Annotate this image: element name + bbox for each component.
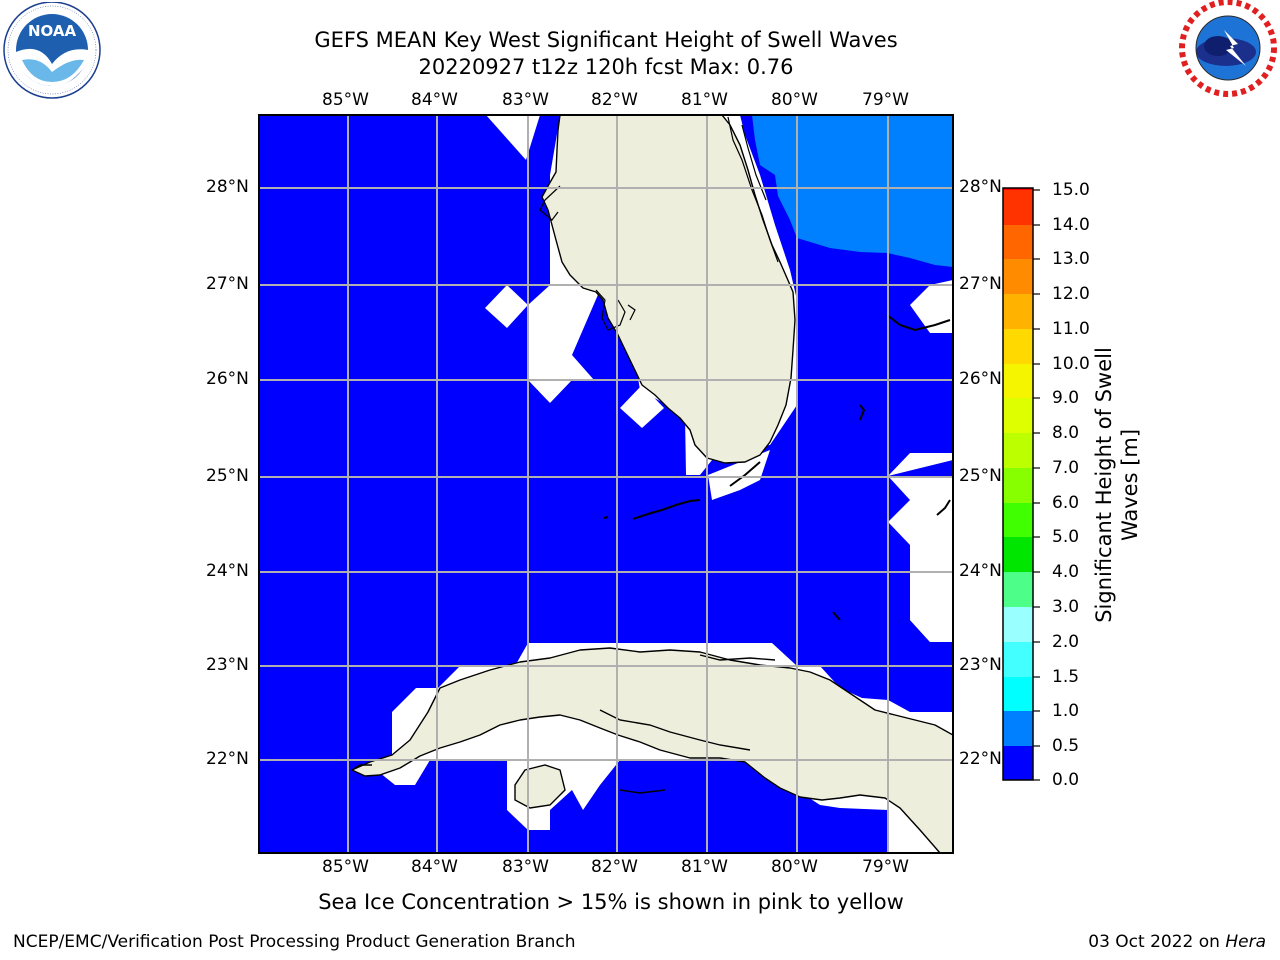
- lat-label-right: 25°N: [959, 466, 1002, 486]
- lon-label-bottom: 79°W: [862, 857, 909, 877]
- colorbar-segment: [1003, 537, 1033, 572]
- map-subtitle: 20220927 t12z 120h fcst Max: 0.76: [418, 55, 794, 79]
- footer-credit: NCEP/EMC/Verification Post Processing Pr…: [13, 932, 576, 952]
- colorbar-tick-label: 0.0: [1052, 770, 1080, 790]
- lon-label-bottom: 80°W: [771, 857, 818, 877]
- colorbar-segment: [1003, 677, 1033, 711]
- noaa-logo: NOAA: [3, 2, 101, 99]
- colorbar-segment: [1003, 329, 1033, 364]
- lat-label-right: 28°N: [959, 177, 1002, 197]
- colorbar-tick-label: 4.0: [1052, 562, 1080, 582]
- colorbar-segment: [1003, 468, 1033, 503]
- footer-date: 03 Oct 2022 on Hera: [1088, 932, 1266, 952]
- map-frame: [258, 114, 954, 854]
- lon-label-top: 81°W: [681, 90, 728, 110]
- noaa-logo-text: NOAA: [28, 22, 77, 40]
- colorbar-segment: [1003, 711, 1033, 746]
- colorbar-tick-label: 9.0: [1052, 388, 1080, 408]
- lon-label-bottom: 85°W: [322, 857, 369, 877]
- map-gridlines: [259, 115, 953, 853]
- colorbar-ticks: [1033, 189, 1040, 781]
- colorbar: [1003, 188, 1033, 780]
- footer-machine: Hera: [1225, 932, 1266, 952]
- colorbar-segment: [1003, 190, 1033, 225]
- lat-label-left: 26°N: [206, 369, 249, 389]
- swell-band-0.5-1.0: [752, 115, 953, 267]
- colorbar-tick-label: 1.5: [1052, 667, 1080, 687]
- lon-label-top: 79°W: [862, 90, 909, 110]
- colorbar-segment: [1003, 433, 1033, 468]
- map-title: GEFS MEAN Key West Significant Height of…: [314, 28, 898, 52]
- lat-label-left: 27°N: [206, 274, 249, 294]
- lat-label-right: 22°N: [959, 749, 1002, 769]
- nws-logo: [1179, 0, 1277, 97]
- colorbar-tick-label: 8.0: [1052, 423, 1080, 443]
- lat-label-left: 23°N: [206, 655, 249, 675]
- colorbar-segment: [1003, 259, 1033, 294]
- colorbar-tick-label: 7.0: [1052, 458, 1080, 478]
- colorbar-segment: [1003, 225, 1033, 259]
- colorbar-tick-label: 5.0: [1052, 527, 1080, 547]
- lon-label-top: 82°W: [591, 90, 638, 110]
- lon-label-bottom: 82°W: [591, 857, 638, 877]
- florida-keys: [603, 314, 951, 621]
- lat-label-right: 27°N: [959, 274, 1002, 294]
- colorbar-tick-label: 12.0: [1052, 284, 1090, 304]
- colorbar-segment: [1003, 642, 1033, 677]
- colorbar-segment: [1003, 398, 1033, 433]
- lat-label-right: 24°N: [959, 561, 1002, 581]
- sea-ice-note: Sea Ice Concentration > 15% is shown in …: [318, 890, 904, 914]
- lon-label-top: 84°W: [411, 90, 458, 110]
- colorbar-tick-label: 1.0: [1052, 701, 1080, 721]
- colorbar-tick-label: 10.0: [1052, 354, 1090, 374]
- colorbar-tick-label: 15.0: [1052, 180, 1090, 200]
- lon-label-bottom: 83°W: [502, 857, 549, 877]
- lon-label-top: 80°W: [771, 90, 818, 110]
- colorbar-segment: [1003, 294, 1033, 329]
- colorbar-tick-label: 13.0: [1052, 249, 1090, 269]
- colorbar-tick-label: 3.0: [1052, 597, 1080, 617]
- cuba-land: [351, 647, 953, 853]
- colorbar-segment: [1003, 503, 1033, 537]
- colorbar-segment: [1003, 572, 1033, 607]
- cuba-coast-details: [351, 654, 776, 794]
- colorbar-tick-label: 0.5: [1052, 736, 1080, 756]
- colorbar-tick-label: 14.0: [1052, 215, 1090, 235]
- colorbar-frame: [1002, 187, 1034, 781]
- colorbar-tick-label: 11.0: [1052, 319, 1090, 339]
- footer-date-text: 03 Oct 2022 on: [1088, 932, 1220, 952]
- colorbar-label-line1: Significant Height of Swell: [1092, 347, 1116, 623]
- lat-label-left: 25°N: [206, 466, 249, 486]
- colorbar-tick-label: 2.0: [1052, 632, 1080, 652]
- lon-label-bottom: 84°W: [411, 857, 458, 877]
- colorbar-label-line2: Waves [m]: [1118, 428, 1142, 542]
- colorbar-segment: [1003, 607, 1033, 642]
- lon-label-bottom: 81°W: [681, 857, 728, 877]
- colorbar-segment: [1003, 746, 1033, 780]
- lat-label-left: 28°N: [206, 177, 249, 197]
- lon-label-top: 83°W: [502, 90, 549, 110]
- lat-label-right: 23°N: [959, 655, 1002, 675]
- lat-label-left: 24°N: [206, 561, 249, 581]
- colorbar-segment: [1003, 364, 1033, 398]
- lon-label-top: 85°W: [322, 90, 369, 110]
- colorbar-tick-label: 6.0: [1052, 493, 1080, 513]
- lat-label-right: 26°N: [959, 369, 1002, 389]
- lat-label-left: 22°N: [206, 749, 249, 769]
